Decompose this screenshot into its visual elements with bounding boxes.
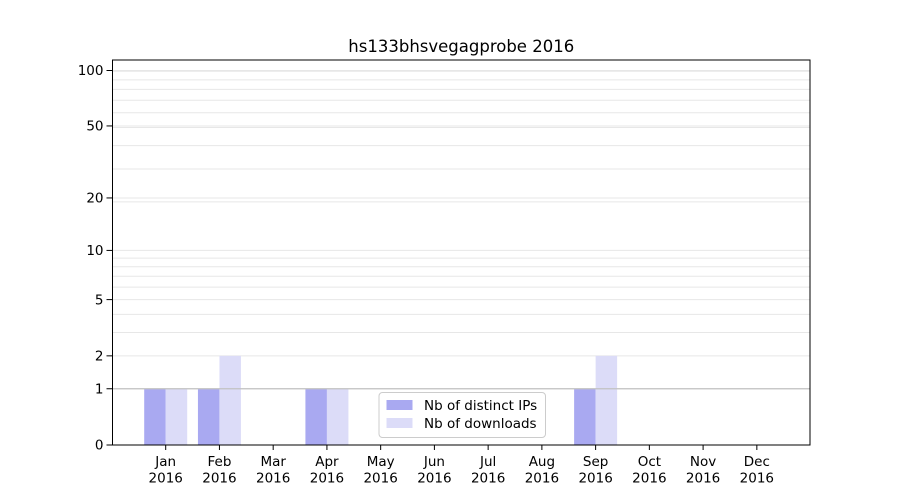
legend-swatch-downloads — [386, 418, 413, 428]
x-tick-label-month: Jan — [154, 454, 176, 470]
x-tick-label-year: 2016 — [632, 471, 666, 487]
chart-title: hs133bhsvegagprobe 2016 — [348, 37, 574, 56]
y-tick-label: 100 — [78, 63, 104, 79]
x-tick-label-month: May — [367, 454, 395, 470]
x-tick-label-month: Feb — [207, 454, 231, 470]
x-tick-label-month: Mar — [260, 454, 286, 470]
bar-distinct-ips — [144, 388, 166, 445]
bar-distinct-ips — [305, 388, 327, 445]
y-tick-label: 20 — [86, 191, 103, 207]
bar-downloads — [595, 355, 618, 445]
x-tick-label-year: 2016 — [686, 471, 720, 487]
bar-downloads — [165, 388, 188, 445]
x-tick-label-month: Jul — [479, 454, 496, 470]
y-tick-label: 2 — [95, 349, 104, 365]
legend: Nb of distinct IPs Nb of downloads — [378, 392, 546, 438]
x-tick-label-year: 2016 — [525, 471, 559, 487]
bar-distinct-ips — [197, 388, 220, 445]
bar-downloads — [326, 388, 349, 445]
x-tick-label-month: Dec — [744, 454, 770, 470]
axes-spines — [112, 59, 811, 446]
x-tick-label-year: 2016 — [202, 471, 236, 487]
x-tick-label-year: 2016 — [363, 471, 397, 487]
x-tick-label-year: 2016 — [256, 471, 290, 487]
axes-layer: 0125102050100Jan2016Feb2016Mar2016Apr201… — [78, 59, 811, 487]
x-tick-label-month: Sep — [583, 454, 608, 470]
legend-box — [378, 392, 546, 438]
x-tick-label-year: 2016 — [417, 471, 451, 487]
bar-downloads — [219, 355, 241, 445]
legend-label-distinct-ips: Nb of distinct IPs — [424, 398, 537, 414]
y-tick-label: 0 — [95, 438, 104, 454]
y-tick-label: 10 — [86, 243, 103, 259]
x-tick-label-month: Aug — [529, 454, 555, 470]
y-tick-label: 50 — [86, 119, 103, 135]
grid-layer — [112, 69, 810, 390]
x-tick-label-month: Oct — [638, 454, 661, 470]
x-tick-label-year: 2016 — [149, 471, 183, 487]
x-tick-label-month: Apr — [315, 454, 339, 470]
y-tick-label: 5 — [95, 292, 104, 308]
x-tick-label-year: 2016 — [471, 471, 505, 487]
y-tick-label: 1 — [95, 381, 104, 397]
x-tick-label-month: Jun — [423, 454, 445, 470]
bars-layer — [144, 355, 618, 445]
x-tick-label-year: 2016 — [740, 471, 774, 487]
x-tick-label-year: 2016 — [578, 471, 612, 487]
x-tick-label-year: 2016 — [310, 471, 344, 487]
legend-label-downloads: Nb of downloads — [424, 416, 537, 432]
legend-swatch-distinct-ips — [386, 400, 413, 410]
x-tick-label-month: Nov — [690, 454, 716, 470]
bar-distinct-ips — [574, 388, 596, 445]
